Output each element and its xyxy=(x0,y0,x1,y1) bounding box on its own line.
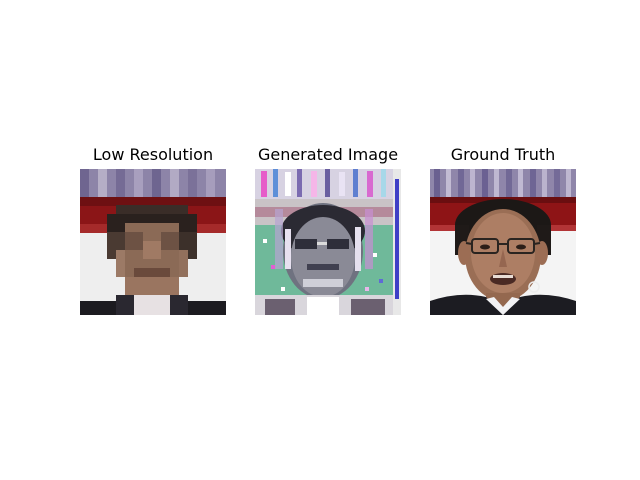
panel-title: Low Resolution xyxy=(92,145,214,164)
panel-title: Generated Image xyxy=(257,145,399,164)
ground-truth-image xyxy=(430,169,576,315)
panel-title: Ground Truth xyxy=(450,145,556,164)
generated-image xyxy=(255,169,401,315)
low-resolution-image xyxy=(80,169,226,315)
